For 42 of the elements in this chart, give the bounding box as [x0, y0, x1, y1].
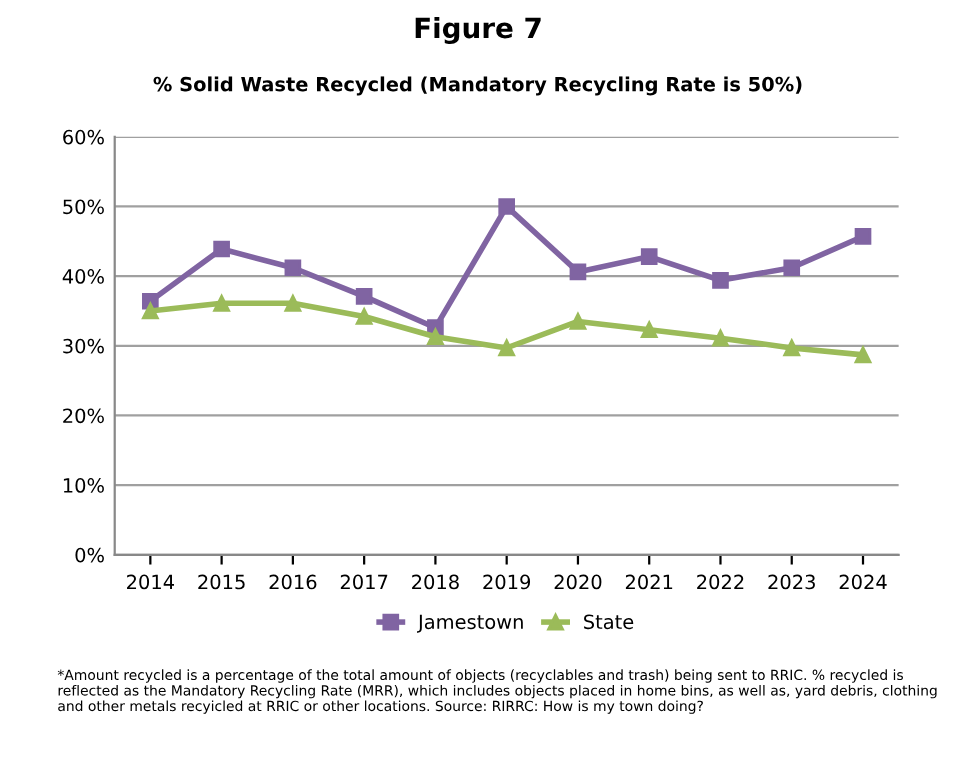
- point: [355, 288, 373, 305]
- y-tick-label: 30%: [63, 338, 104, 354]
- point: [213, 294, 230, 312]
- legend-label: State: [584, 614, 634, 630]
- chart-title: Figure 7: [415, 16, 541, 44]
- point: [569, 263, 587, 281]
- x-tick-label: 2015: [198, 574, 245, 590]
- point: [142, 302, 159, 320]
- x-tick-label: 2014: [127, 574, 174, 590]
- x-tick-label: 2018: [412, 574, 459, 590]
- y-tick-label: 50%: [63, 199, 104, 215]
- point: [783, 339, 801, 357]
- point: [213, 240, 230, 258]
- y-tick-label: 0%: [75, 547, 104, 563]
- y-tick-label: 60%: [63, 129, 104, 145]
- point: [854, 228, 872, 245]
- point: [640, 321, 658, 339]
- y-tick-label: 10%: [63, 478, 104, 493]
- point: [712, 271, 729, 289]
- point: [498, 339, 516, 357]
- x-tick-label: 2020: [554, 574, 602, 590]
- point: [569, 313, 587, 330]
- legend-label: Jamestown: [417, 614, 523, 633]
- point: [854, 346, 872, 364]
- x-tick-label: 2023: [768, 574, 815, 590]
- x-tick-label: 2017: [340, 574, 388, 590]
- chart-subtitle: % Solid Waste Recycled (Mandatory Recycling Rate is 50%): [153, 76, 802, 96]
- point: [783, 259, 801, 277]
- point: [284, 294, 302, 312]
- point: [355, 308, 373, 325]
- x-tick-label: 2016: [269, 574, 317, 590]
- point: [498, 198, 516, 215]
- point: [427, 328, 444, 346]
- y-tick-label: 40%: [62, 269, 104, 284]
- x-tick-label: 2021: [625, 574, 673, 590]
- point: [284, 259, 302, 277]
- point: [712, 329, 729, 347]
- x-tick-label: 2024: [839, 574, 887, 590]
- x-tick-label: 2022: [697, 574, 744, 590]
- x-tick-label: 2019: [483, 574, 531, 590]
- point: [640, 248, 658, 265]
- y-tick-label: 20%: [63, 408, 104, 424]
